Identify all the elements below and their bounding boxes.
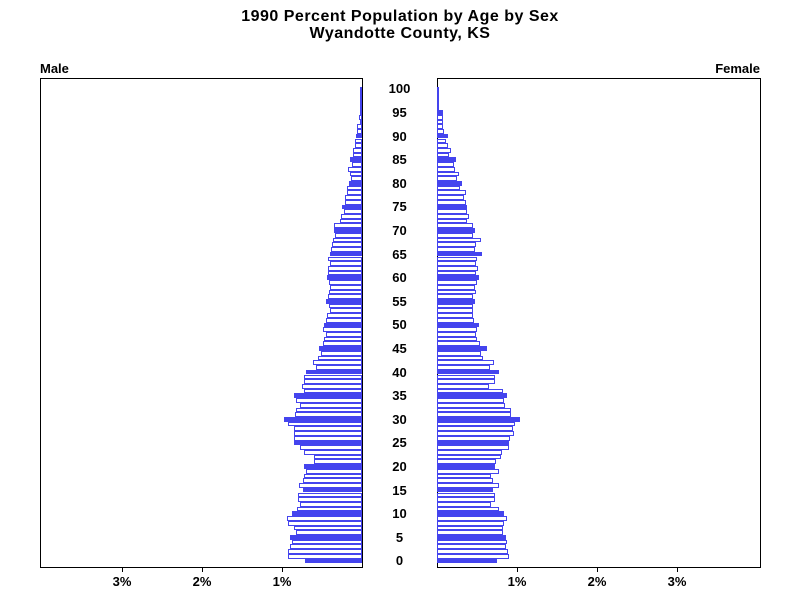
male-axis-tick-1pct bbox=[282, 568, 283, 572]
age-label-60: 60 bbox=[392, 270, 407, 286]
age-label-100: 100 bbox=[388, 81, 411, 97]
age-label-90: 90 bbox=[392, 128, 407, 144]
age-label-75: 75 bbox=[392, 199, 407, 215]
age-label-0: 0 bbox=[395, 553, 404, 569]
female-axis-label-1pct: 1% bbox=[507, 574, 527, 589]
female-axis-tick-2pct bbox=[597, 568, 598, 572]
age-label-70: 70 bbox=[392, 223, 407, 239]
age-label-10: 10 bbox=[392, 506, 407, 522]
male-axis-label-3pct: 3% bbox=[112, 574, 132, 589]
age-label-40: 40 bbox=[392, 364, 407, 380]
male-panel-frame bbox=[40, 78, 363, 568]
female-axis-label-2pct: 2% bbox=[587, 574, 607, 589]
age-label-95: 95 bbox=[392, 105, 407, 121]
age-label-80: 80 bbox=[392, 175, 407, 191]
age-label-20: 20 bbox=[392, 459, 407, 475]
age-label-65: 65 bbox=[392, 246, 407, 262]
male-side-label: Male bbox=[40, 61, 69, 76]
chart-title-line1: 1990 Percent Population by Age by Sex bbox=[241, 8, 559, 25]
female-axis-label-3pct: 3% bbox=[667, 574, 687, 589]
male-axis-tick-3pct bbox=[122, 568, 123, 572]
age-label-45: 45 bbox=[392, 341, 407, 357]
age-label-35: 35 bbox=[392, 388, 407, 404]
female-axis-tick-3pct bbox=[677, 568, 678, 572]
female-panel-frame bbox=[437, 78, 761, 568]
age-label-5: 5 bbox=[395, 529, 404, 545]
female-axis-tick-1pct bbox=[517, 568, 518, 572]
age-label-30: 30 bbox=[392, 411, 407, 427]
male-axis-label-1pct: 1% bbox=[272, 574, 292, 589]
female-side-label: Female bbox=[715, 61, 760, 76]
male-axis-label-2pct: 2% bbox=[192, 574, 212, 589]
age-label-85: 85 bbox=[392, 152, 407, 168]
age-label-25: 25 bbox=[392, 435, 407, 451]
male-axis-tick-2pct bbox=[202, 568, 203, 572]
chart-title-line2: Wyandotte County, KS bbox=[309, 25, 491, 42]
age-label-55: 55 bbox=[392, 293, 407, 309]
age-label-15: 15 bbox=[392, 482, 407, 498]
age-label-50: 50 bbox=[392, 317, 407, 333]
